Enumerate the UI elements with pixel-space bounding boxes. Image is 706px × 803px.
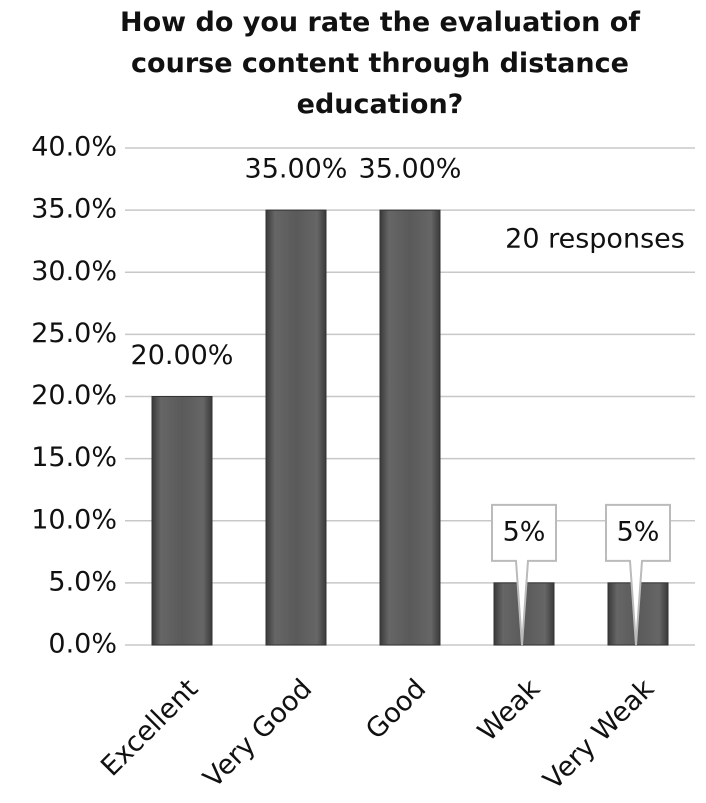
chart-title: How do you rate the evaluation of course… bbox=[120, 7, 640, 120]
bar bbox=[265, 209, 327, 646]
y-tick-label: 20.0% bbox=[31, 380, 117, 411]
x-tick-label: Weak bbox=[472, 673, 546, 747]
y-tick-label: 0.0% bbox=[48, 629, 117, 660]
bar bbox=[151, 396, 213, 646]
y-tick-label: 10.0% bbox=[31, 504, 117, 535]
value-label: 20.00% bbox=[131, 340, 234, 371]
value-label: 5% bbox=[617, 516, 660, 547]
x-tick-label: Excellent bbox=[95, 673, 204, 782]
callout bbox=[605, 503, 671, 646]
y-tick-label: 30.0% bbox=[31, 256, 117, 287]
x-tick-label: Very Weak bbox=[538, 673, 661, 796]
x-tick-label: Very Good bbox=[198, 673, 319, 794]
annotation: 20 responses bbox=[505, 224, 685, 255]
y-tick-label: 40.0% bbox=[31, 132, 117, 163]
x-tick-label: Good bbox=[360, 673, 432, 745]
value-label: 5% bbox=[503, 516, 546, 547]
value-label: 35.00% bbox=[359, 154, 462, 185]
y-tick-label: 35.0% bbox=[31, 194, 117, 225]
y-tick-label: 25.0% bbox=[31, 318, 117, 349]
y-tick-label: 15.0% bbox=[31, 442, 117, 473]
bar bbox=[379, 209, 441, 646]
value-label: 35.00% bbox=[245, 154, 348, 185]
callout bbox=[491, 503, 557, 646]
y-tick-label: 5.0% bbox=[48, 566, 117, 597]
